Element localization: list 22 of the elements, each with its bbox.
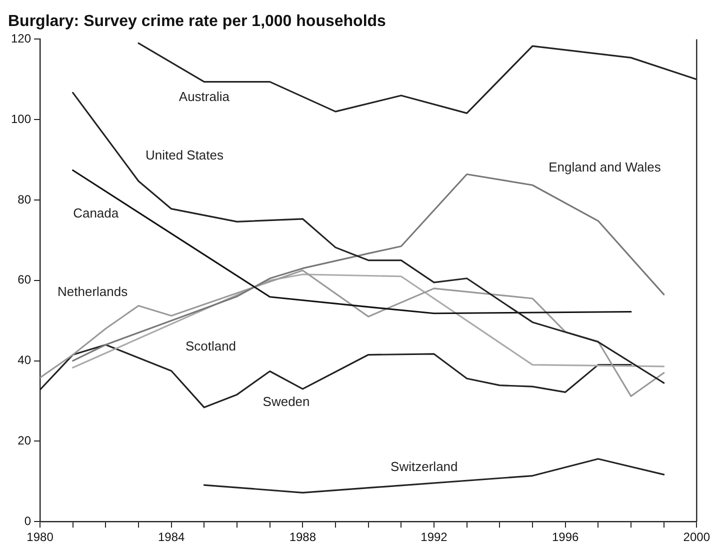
series-label: Switzerland bbox=[390, 458, 458, 474]
x-tick-label: 1984 bbox=[158, 530, 186, 544]
series-label: Sweden bbox=[262, 394, 310, 410]
y-tick-label: 60 bbox=[18, 272, 32, 287]
x-tick-label: 1988 bbox=[289, 530, 316, 544]
y-tick-label: 80 bbox=[18, 192, 32, 206]
series-label: Australia bbox=[178, 89, 230, 104]
x-tick-label: 1992 bbox=[420, 530, 448, 544]
series-label: Netherlands bbox=[57, 284, 128, 300]
y-tick-label: 0 bbox=[24, 514, 32, 528]
chart-title: Burglary: Survey crime rate per 1,000 households bbox=[8, 13, 386, 30]
series-label: England and Wales bbox=[548, 159, 662, 174]
y-tick-label: 100 bbox=[10, 112, 32, 126]
x-tick-label: 1996 bbox=[552, 530, 579, 544]
x-tick-label: 1980 bbox=[26, 530, 54, 544]
series-label: Scotland bbox=[185, 338, 236, 354]
y-tick-label: 20 bbox=[18, 434, 32, 448]
y-tick-label: 120 bbox=[10, 32, 32, 46]
x-tick-label: 2000 bbox=[683, 530, 710, 544]
series-label: Canada bbox=[73, 206, 120, 221]
y-tick-label: 40 bbox=[18, 353, 32, 368]
series-label: United States bbox=[145, 147, 224, 162]
